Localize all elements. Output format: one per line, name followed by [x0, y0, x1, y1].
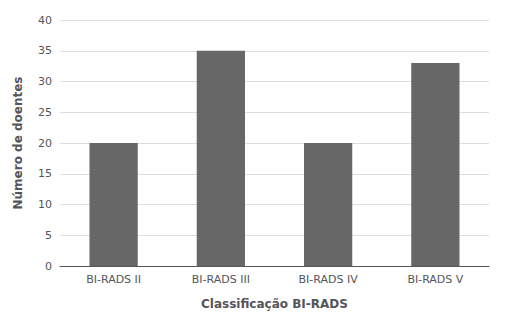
svg-text:BI-RADS V: BI-RADS V [407, 273, 463, 286]
svg-text:40: 40 [38, 14, 52, 27]
svg-text:35: 35 [38, 44, 52, 57]
svg-text:15: 15 [38, 167, 52, 180]
svg-text:BI-RADS II: BI-RADS II [86, 273, 141, 286]
svg-text:25: 25 [38, 106, 52, 119]
svg-text:5: 5 [45, 229, 52, 242]
svg-text:Número de doentes: Número de doentes [11, 76, 25, 209]
svg-text:Classificação BI-RADS: Classificação BI-RADS [201, 297, 348, 311]
svg-text:30: 30 [38, 75, 52, 88]
svg-text:20: 20 [38, 137, 52, 150]
svg-text:10: 10 [38, 198, 52, 211]
svg-text:0: 0 [45, 260, 52, 273]
svg-text:BI-RADS IV: BI-RADS IV [299, 273, 359, 286]
svg-text:BI-RADS III: BI-RADS III [192, 273, 250, 286]
